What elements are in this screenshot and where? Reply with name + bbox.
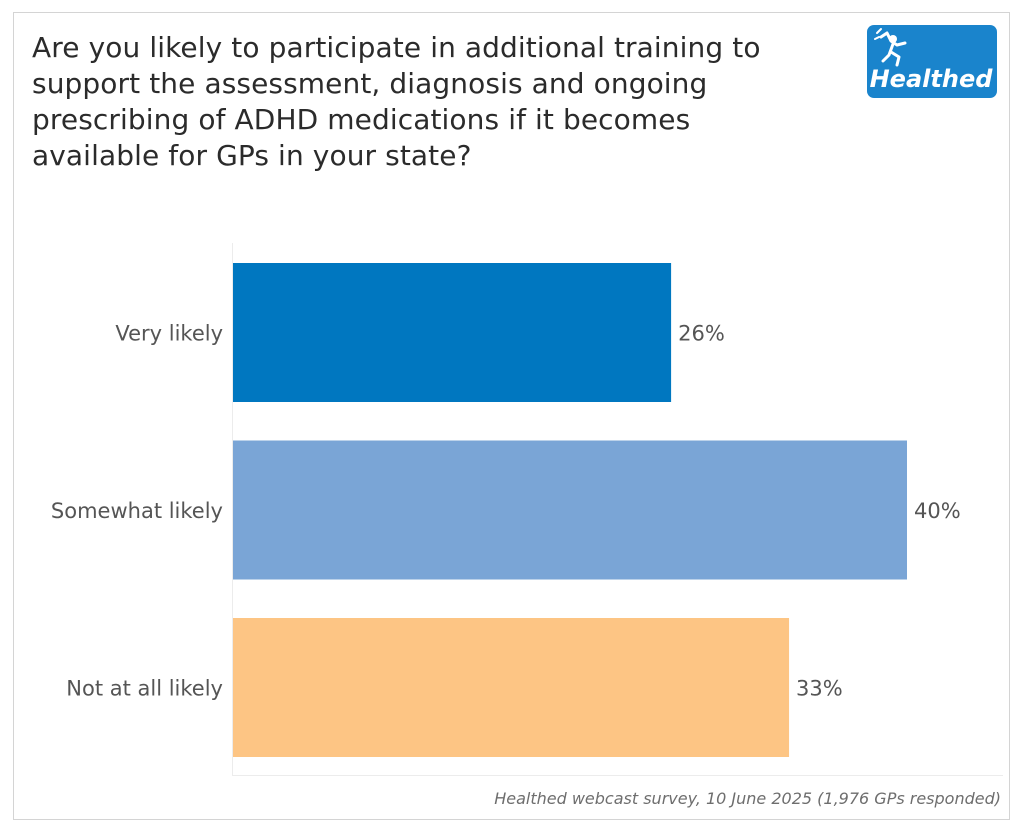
chart-title: Are you likely to participate in additio… [32, 31, 761, 172]
healthed-logo: Healthed [867, 25, 997, 98]
value-label: 26% [678, 322, 725, 346]
category-label: Very likely [115, 322, 223, 346]
bar-somewhat-likely [233, 440, 907, 580]
category-label: Somewhat likely [51, 499, 223, 523]
value-label: 33% [796, 677, 843, 701]
bar-not-at-all-likely [233, 618, 790, 757]
healthed-runner-icon: Healthed [870, 28, 994, 93]
value-label: 40% [914, 499, 961, 523]
category-label: Not at all likely [66, 677, 223, 701]
logo-text: Healthed [870, 65, 994, 93]
source-note: Healthed webcast survey, 10 June 2025 (1… [494, 789, 1001, 808]
bar-very-likely [233, 263, 672, 402]
